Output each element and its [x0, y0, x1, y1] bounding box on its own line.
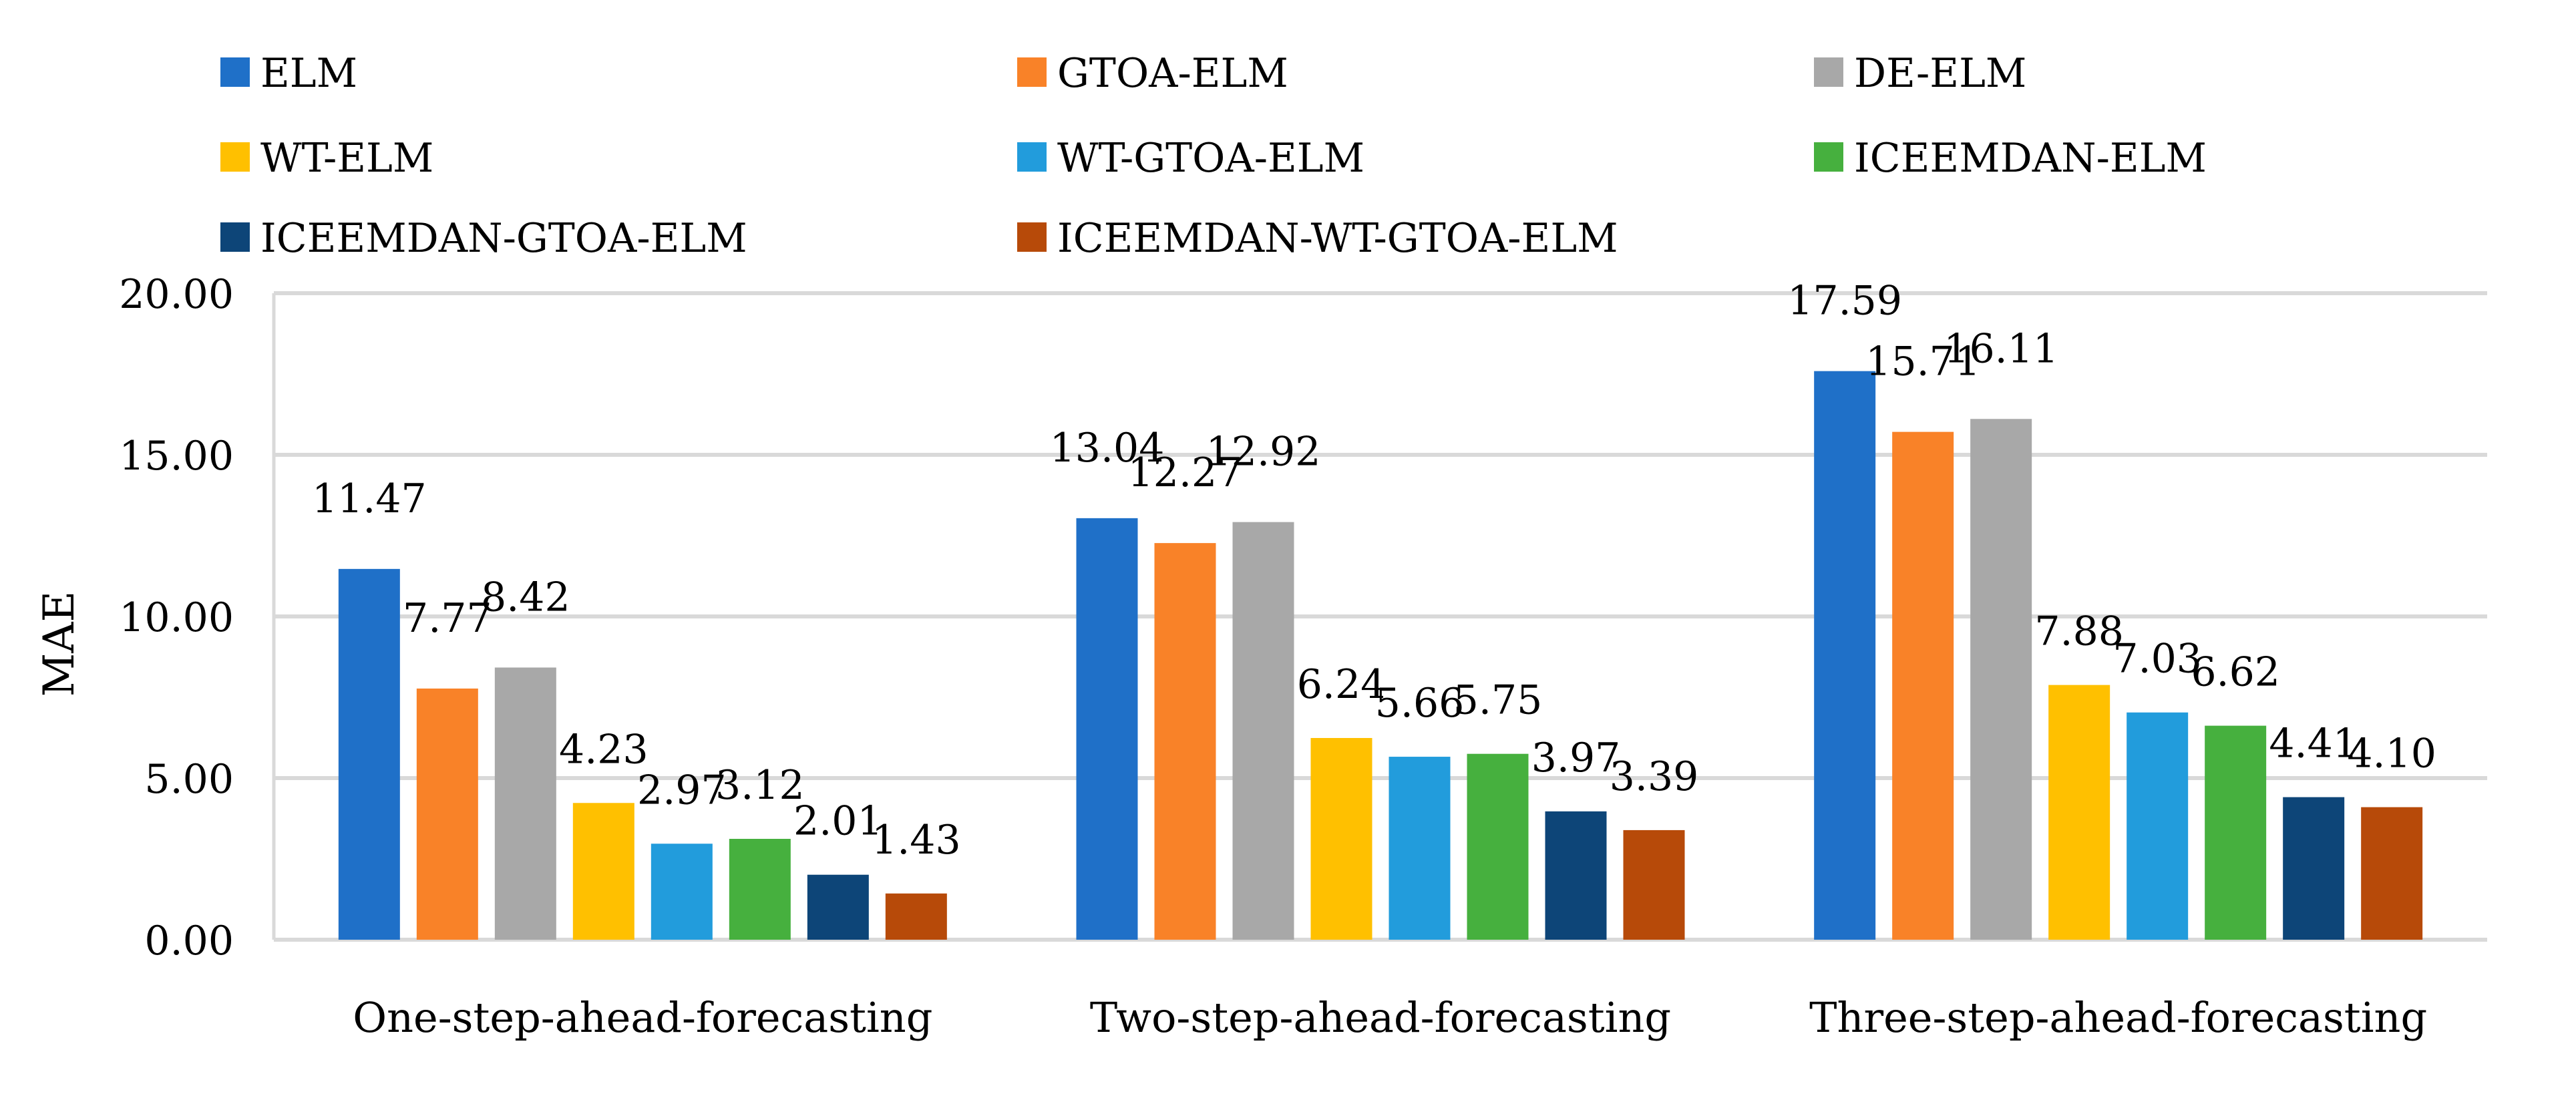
legend-label: ICEEMDAN-ELM	[1854, 135, 2207, 182]
bar	[338, 568, 400, 940]
data-label: 7.77	[403, 595, 492, 642]
bar	[1814, 371, 1876, 940]
data-label: 4.23	[559, 726, 649, 773]
data-label: 16.11	[1944, 325, 2058, 372]
y-axis-label: MAE	[35, 591, 84, 697]
data-label: 5.66	[1375, 680, 1465, 727]
data-label: 8.42	[481, 574, 570, 620]
bar	[1467, 753, 1529, 940]
gridlines	[272, 291, 2487, 942]
y-tick-label: 0.00	[144, 918, 234, 964]
bar	[1970, 419, 2032, 940]
legend-label: GTOA-ELM	[1057, 50, 1288, 97]
x-tick-label: Three-step-ahead-forecasting	[1809, 993, 2427, 1042]
data-label: 15.71	[1865, 339, 1980, 385]
data-label: 2.01	[793, 798, 883, 845]
data-label: 3.39	[1610, 753, 1699, 800]
bar	[1076, 518, 1138, 940]
data-label: 6.62	[2191, 649, 2280, 696]
legend-swatch	[1017, 222, 1047, 252]
legend-swatch	[1017, 57, 1047, 87]
y-tick-label: 5.00	[144, 756, 234, 803]
bar	[2048, 685, 2110, 940]
legend-label: WT-GTOA-ELM	[1057, 135, 1364, 182]
data-label: 3.97	[1531, 735, 1621, 781]
data-label: 7.03	[2112, 636, 2202, 683]
data-label: 1.43	[872, 817, 961, 864]
legend-label: ELM	[260, 50, 357, 97]
data-label: 12.27	[1128, 449, 1243, 496]
legend-label: ICEEMDAN-GTOA-ELM	[260, 215, 747, 262]
bar	[2361, 807, 2423, 940]
data-label: 2.97	[637, 767, 727, 813]
bar	[1892, 431, 1954, 940]
y-tick-label: 10.00	[119, 594, 234, 641]
bar	[2127, 712, 2189, 940]
y-axis: 0.00 5.00 10.00 15.00 20.00	[119, 271, 234, 964]
x-tick-label: One-step-ahead-forecasting	[353, 993, 932, 1042]
y-tick-label: 20.00	[119, 271, 234, 318]
data-labels: 11.477.778.424.232.973.122.011.4313.0412…	[312, 278, 2436, 864]
bar	[1310, 737, 1372, 940]
bar	[1545, 811, 1607, 940]
data-label: 7.88	[2034, 608, 2124, 655]
data-label: 4.10	[2347, 731, 2436, 777]
data-label: 12.92	[1206, 429, 1321, 476]
legend-swatch	[1017, 142, 1047, 172]
bar	[416, 688, 478, 940]
bar	[807, 874, 869, 940]
bars	[338, 371, 2423, 940]
data-label: 17.59	[1787, 278, 1902, 325]
x-tick-label: Two-step-ahead-forecasting	[1090, 993, 1671, 1042]
bar	[1232, 522, 1294, 940]
data-label: 5.75	[1453, 677, 1543, 724]
bar	[651, 844, 713, 940]
data-label: 11.47	[312, 476, 427, 522]
legend-swatch	[220, 57, 250, 87]
bar	[2283, 797, 2345, 940]
bar	[1154, 543, 1216, 940]
x-axis: One-step-ahead-forecasting Two-step-ahead…	[353, 993, 2427, 1042]
data-label: 4.41	[2269, 721, 2358, 767]
bar	[1623, 830, 1685, 940]
bar	[494, 667, 556, 940]
legend-swatch	[1814, 57, 1843, 87]
data-label: 3.12	[715, 762, 805, 809]
legend-label: ICEEMDAN-WT-GTOA-ELM	[1057, 215, 1618, 262]
legend: ELM GTOA-ELM DE-ELM WT-ELM WT-GTOA-ELM ICEEMD…	[220, 50, 2207, 262]
data-label: 13.04	[1050, 425, 1165, 472]
legend-label: DE-ELM	[1854, 50, 2026, 97]
legend-swatch	[220, 222, 250, 252]
bar	[885, 893, 947, 940]
bar	[729, 838, 791, 940]
legend-label: WT-ELM	[260, 135, 433, 182]
bar	[572, 803, 634, 940]
bar	[2205, 725, 2267, 940]
legend-swatch	[220, 142, 250, 172]
legend-swatch	[1814, 142, 1843, 172]
bar	[1389, 757, 1451, 940]
y-tick-label: 15.00	[119, 433, 234, 480]
data-label: 6.24	[1297, 661, 1387, 708]
